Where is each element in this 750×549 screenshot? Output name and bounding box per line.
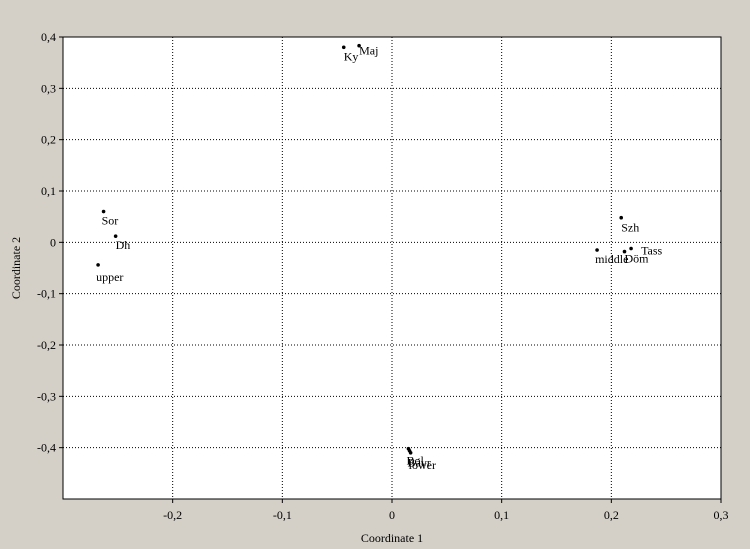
data-point bbox=[408, 451, 413, 455]
x-tick-label: -0,2 bbox=[163, 508, 182, 522]
data-point bbox=[341, 45, 346, 50]
y-tick-label: 0,3 bbox=[41, 81, 56, 95]
x-tick-label: 0,2 bbox=[604, 508, 619, 522]
point-label: Döm bbox=[624, 252, 649, 266]
x-axis-title: Coordinate 1 bbox=[361, 531, 423, 545]
y-tick-label: 0,2 bbox=[41, 133, 56, 147]
x-axis-ticks: -0,2 -0,1 0 0,1 0,2 0,3 bbox=[163, 499, 729, 522]
data-point bbox=[113, 234, 118, 238]
point-label: Szh bbox=[621, 221, 639, 235]
grid bbox=[63, 36, 721, 499]
x-tick-label: -0,1 bbox=[273, 508, 292, 522]
y-axis-ticks: 0,4 0,3 0,2 0,1 0 -0,1 -0,2 -0,3 -0,4 bbox=[37, 30, 63, 455]
point-label: Bol bbox=[406, 454, 424, 468]
data-point bbox=[619, 215, 624, 220]
point-label: lower bbox=[409, 458, 436, 472]
y-tick-label: -0,1 bbox=[37, 287, 56, 301]
point-label: Sor bbox=[102, 214, 119, 228]
y-tick-label: -0,4 bbox=[37, 441, 56, 455]
point-label: Dh bbox=[116, 238, 131, 252]
point-label: Bávr bbox=[408, 456, 431, 470]
point-label: Maj bbox=[359, 44, 378, 58]
data-point bbox=[357, 43, 361, 48]
point-label: middle bbox=[595, 252, 628, 266]
data-point bbox=[629, 246, 633, 251]
point-label: Ky bbox=[344, 49, 359, 63]
y-tick-label: -0,3 bbox=[37, 389, 56, 403]
x-tick-label: 0 bbox=[389, 508, 395, 522]
data-point bbox=[101, 209, 106, 214]
x-tick-label: 0,1 bbox=[494, 508, 509, 522]
y-tick-label: -0,2 bbox=[37, 338, 56, 352]
point-label: upper bbox=[96, 270, 123, 284]
data-point bbox=[96, 263, 100, 267]
point-label: Tass bbox=[641, 243, 662, 257]
y-tick-label: 0,4 bbox=[41, 30, 56, 44]
y-tick-label: 0,1 bbox=[41, 184, 56, 198]
y-tick-label: 0 bbox=[50, 235, 56, 249]
data-point bbox=[595, 248, 599, 252]
y-axis-title: Coordinate 2 bbox=[9, 237, 23, 299]
x-tick-label: 0,3 bbox=[714, 508, 729, 522]
data-point bbox=[622, 249, 627, 254]
